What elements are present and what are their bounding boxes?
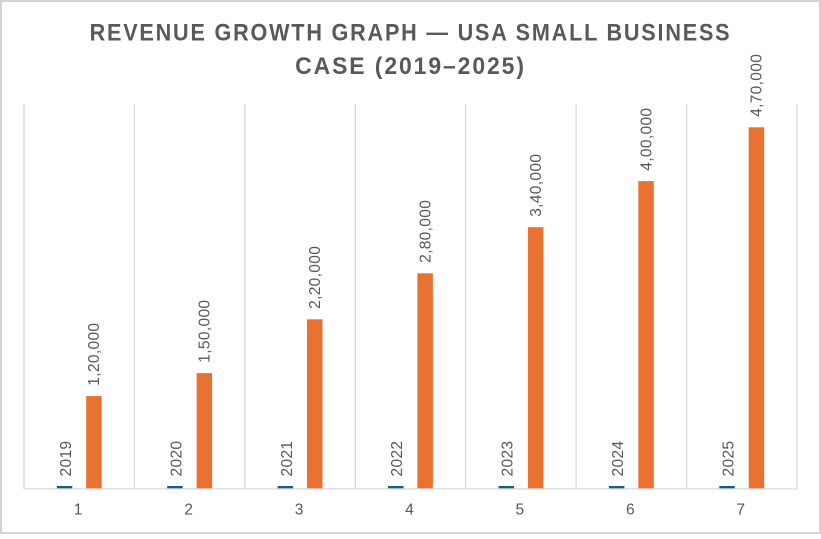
svg-text:2,80,000: 2,80,000 — [417, 200, 434, 263]
svg-text:2022: 2022 — [389, 441, 406, 477]
svg-text:REVENUE GROWTH GRAPH — USA SMA: REVENUE GROWTH GRAPH — USA SMALL BUSINES… — [90, 18, 732, 45]
svg-text:4,70,000: 4,70,000 — [749, 54, 766, 117]
svg-text:5: 5 — [516, 502, 525, 519]
svg-text:2023: 2023 — [500, 441, 517, 477]
svg-text:4,00,000: 4,00,000 — [638, 108, 655, 171]
svg-text:4: 4 — [405, 502, 414, 519]
svg-text:2021: 2021 — [279, 441, 296, 477]
svg-text:2019: 2019 — [58, 441, 75, 477]
svg-text:6: 6 — [626, 502, 635, 519]
svg-text:7: 7 — [736, 502, 745, 519]
svg-text:CASE (2019–2025): CASE (2019–2025) — [295, 53, 526, 80]
svg-text:2020: 2020 — [168, 441, 185, 477]
svg-text:2025: 2025 — [721, 441, 738, 477]
svg-text:1,50,000: 1,50,000 — [197, 300, 214, 363]
svg-text:1: 1 — [74, 502, 83, 519]
svg-text:2,20,000: 2,20,000 — [307, 246, 324, 309]
svg-text:1,20,000: 1,20,000 — [86, 323, 103, 386]
svg-text:2: 2 — [184, 502, 193, 519]
svg-text:2024: 2024 — [610, 441, 627, 477]
svg-text:3,40,000: 3,40,000 — [528, 154, 545, 217]
svg-text:3: 3 — [295, 502, 304, 519]
